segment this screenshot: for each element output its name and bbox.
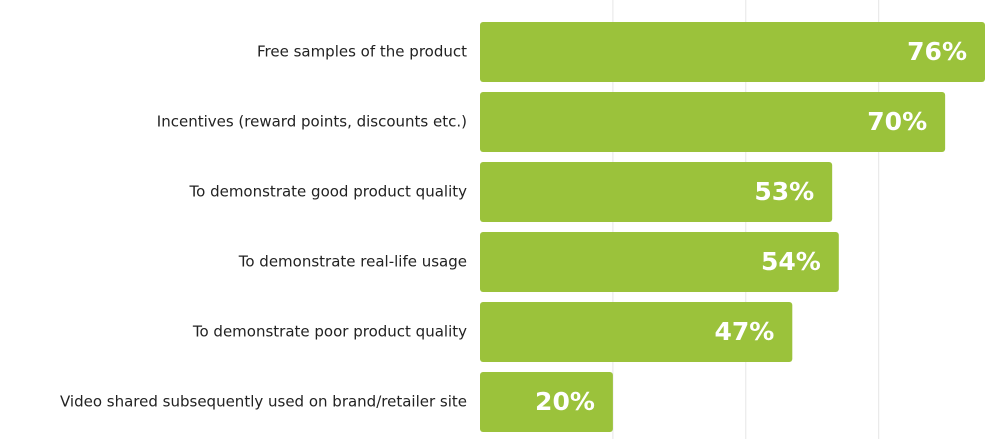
bar xyxy=(480,372,613,432)
bar xyxy=(480,162,833,222)
bar xyxy=(480,92,946,152)
value-label: 70% xyxy=(867,107,927,136)
category-label: To demonstrate real-life usage xyxy=(238,253,467,271)
bar xyxy=(480,302,793,362)
category-label: Video shared subsequently used on brand/… xyxy=(60,393,467,411)
category-label: To demonstrate good product quality xyxy=(189,183,468,201)
value-label: 53% xyxy=(754,177,814,206)
category-label: Free samples of the product xyxy=(257,43,467,61)
bar xyxy=(480,232,839,292)
bar xyxy=(480,22,985,82)
value-label: 47% xyxy=(714,317,774,346)
category-label: To demonstrate poor product quality xyxy=(192,323,467,341)
value-label: 76% xyxy=(907,37,967,66)
value-label: 54% xyxy=(761,247,821,276)
value-label: 20% xyxy=(535,387,595,416)
category-label: Incentives (reward points, discounts etc… xyxy=(157,113,467,131)
